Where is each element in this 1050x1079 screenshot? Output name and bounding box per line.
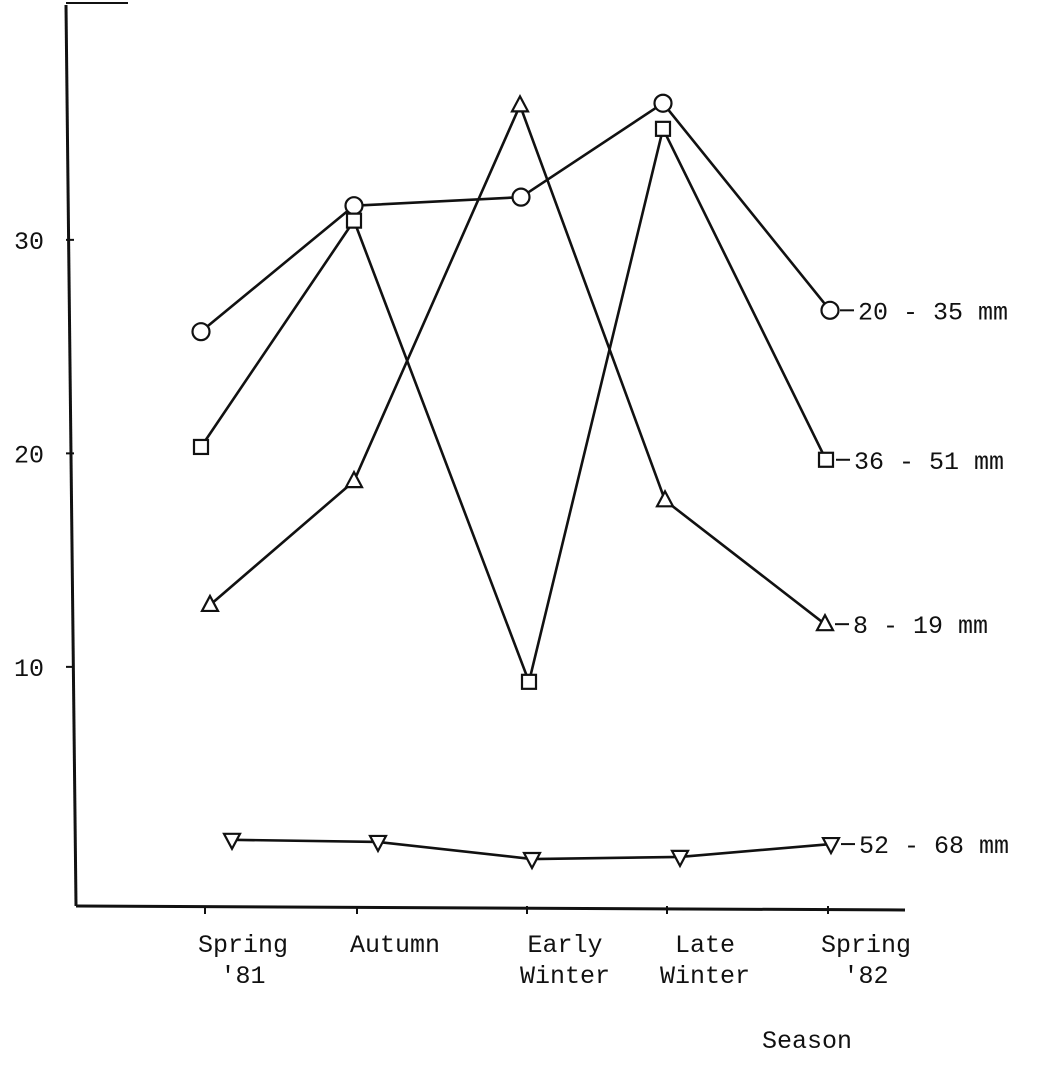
y-axis-tick-labels: 10 20 30 [14,228,74,684]
series-label-2: 8 - 19 mm [853,612,988,641]
marker-s1-p3 [654,120,672,137]
marker-s2-p0 [200,593,220,613]
marker-s3-p3 [670,849,690,869]
x-axis-tick-labels: Spring '81 Autumn Early Winter Late Winter Spri… [198,931,911,991]
marker-s3-p4 [821,836,841,856]
y-axis [64,4,78,907]
series-labels: 20 - 35 mm 36 - 51 mm 8 - 19 mm 52 - 68 mm [835,298,1009,861]
marker-s2-p2 [510,94,530,113]
marker-s3-p0 [222,832,242,852]
marker-s2-p1 [344,469,364,489]
x-tick-label-0: Spring '81 [198,931,288,991]
series-line-0 [200,101,832,333]
y-tick-label-30: 30 [14,228,44,257]
marker-s2-p4 [815,612,835,632]
y-tick-label-20: 20 [14,441,44,470]
marker-s0-p1 [344,196,364,216]
x-tick-label-2: Early Winter [520,931,610,991]
series-markers [191,93,841,871]
marker-s0-p0 [191,322,211,342]
series-line-2 [209,104,826,626]
x-axis-title: Season [762,1027,852,1056]
series-lines [199,101,832,861]
marker-s3-p2 [522,851,542,871]
marker-s0-p2 [511,187,531,207]
series-label-0: 20 - 35 mm [858,298,1008,327]
marker-s1-p1 [345,212,363,229]
marker-s1-p4 [817,451,835,468]
x-axis [75,904,906,912]
series-label-3: 52 - 68 mm [859,832,1009,861]
x-tick-label-4: Spring '82 [821,931,911,991]
series-line-1 [199,127,828,684]
x-tick-label-3: Late Winter [660,931,750,991]
series-label-1: 36 - 51 mm [854,448,1004,477]
marker-s0-p3 [653,93,673,113]
x-tick-label-1: Autumn [350,931,440,960]
marker-s1-p0 [192,438,210,456]
marker-s3-p1 [368,834,388,854]
y-tick-label-10: 10 [14,655,44,684]
marker-s1-p2 [520,673,538,690]
marker-s0-p4 [820,300,840,320]
marker-s2-p3 [655,488,675,508]
x-axis-ticks [204,906,829,914]
